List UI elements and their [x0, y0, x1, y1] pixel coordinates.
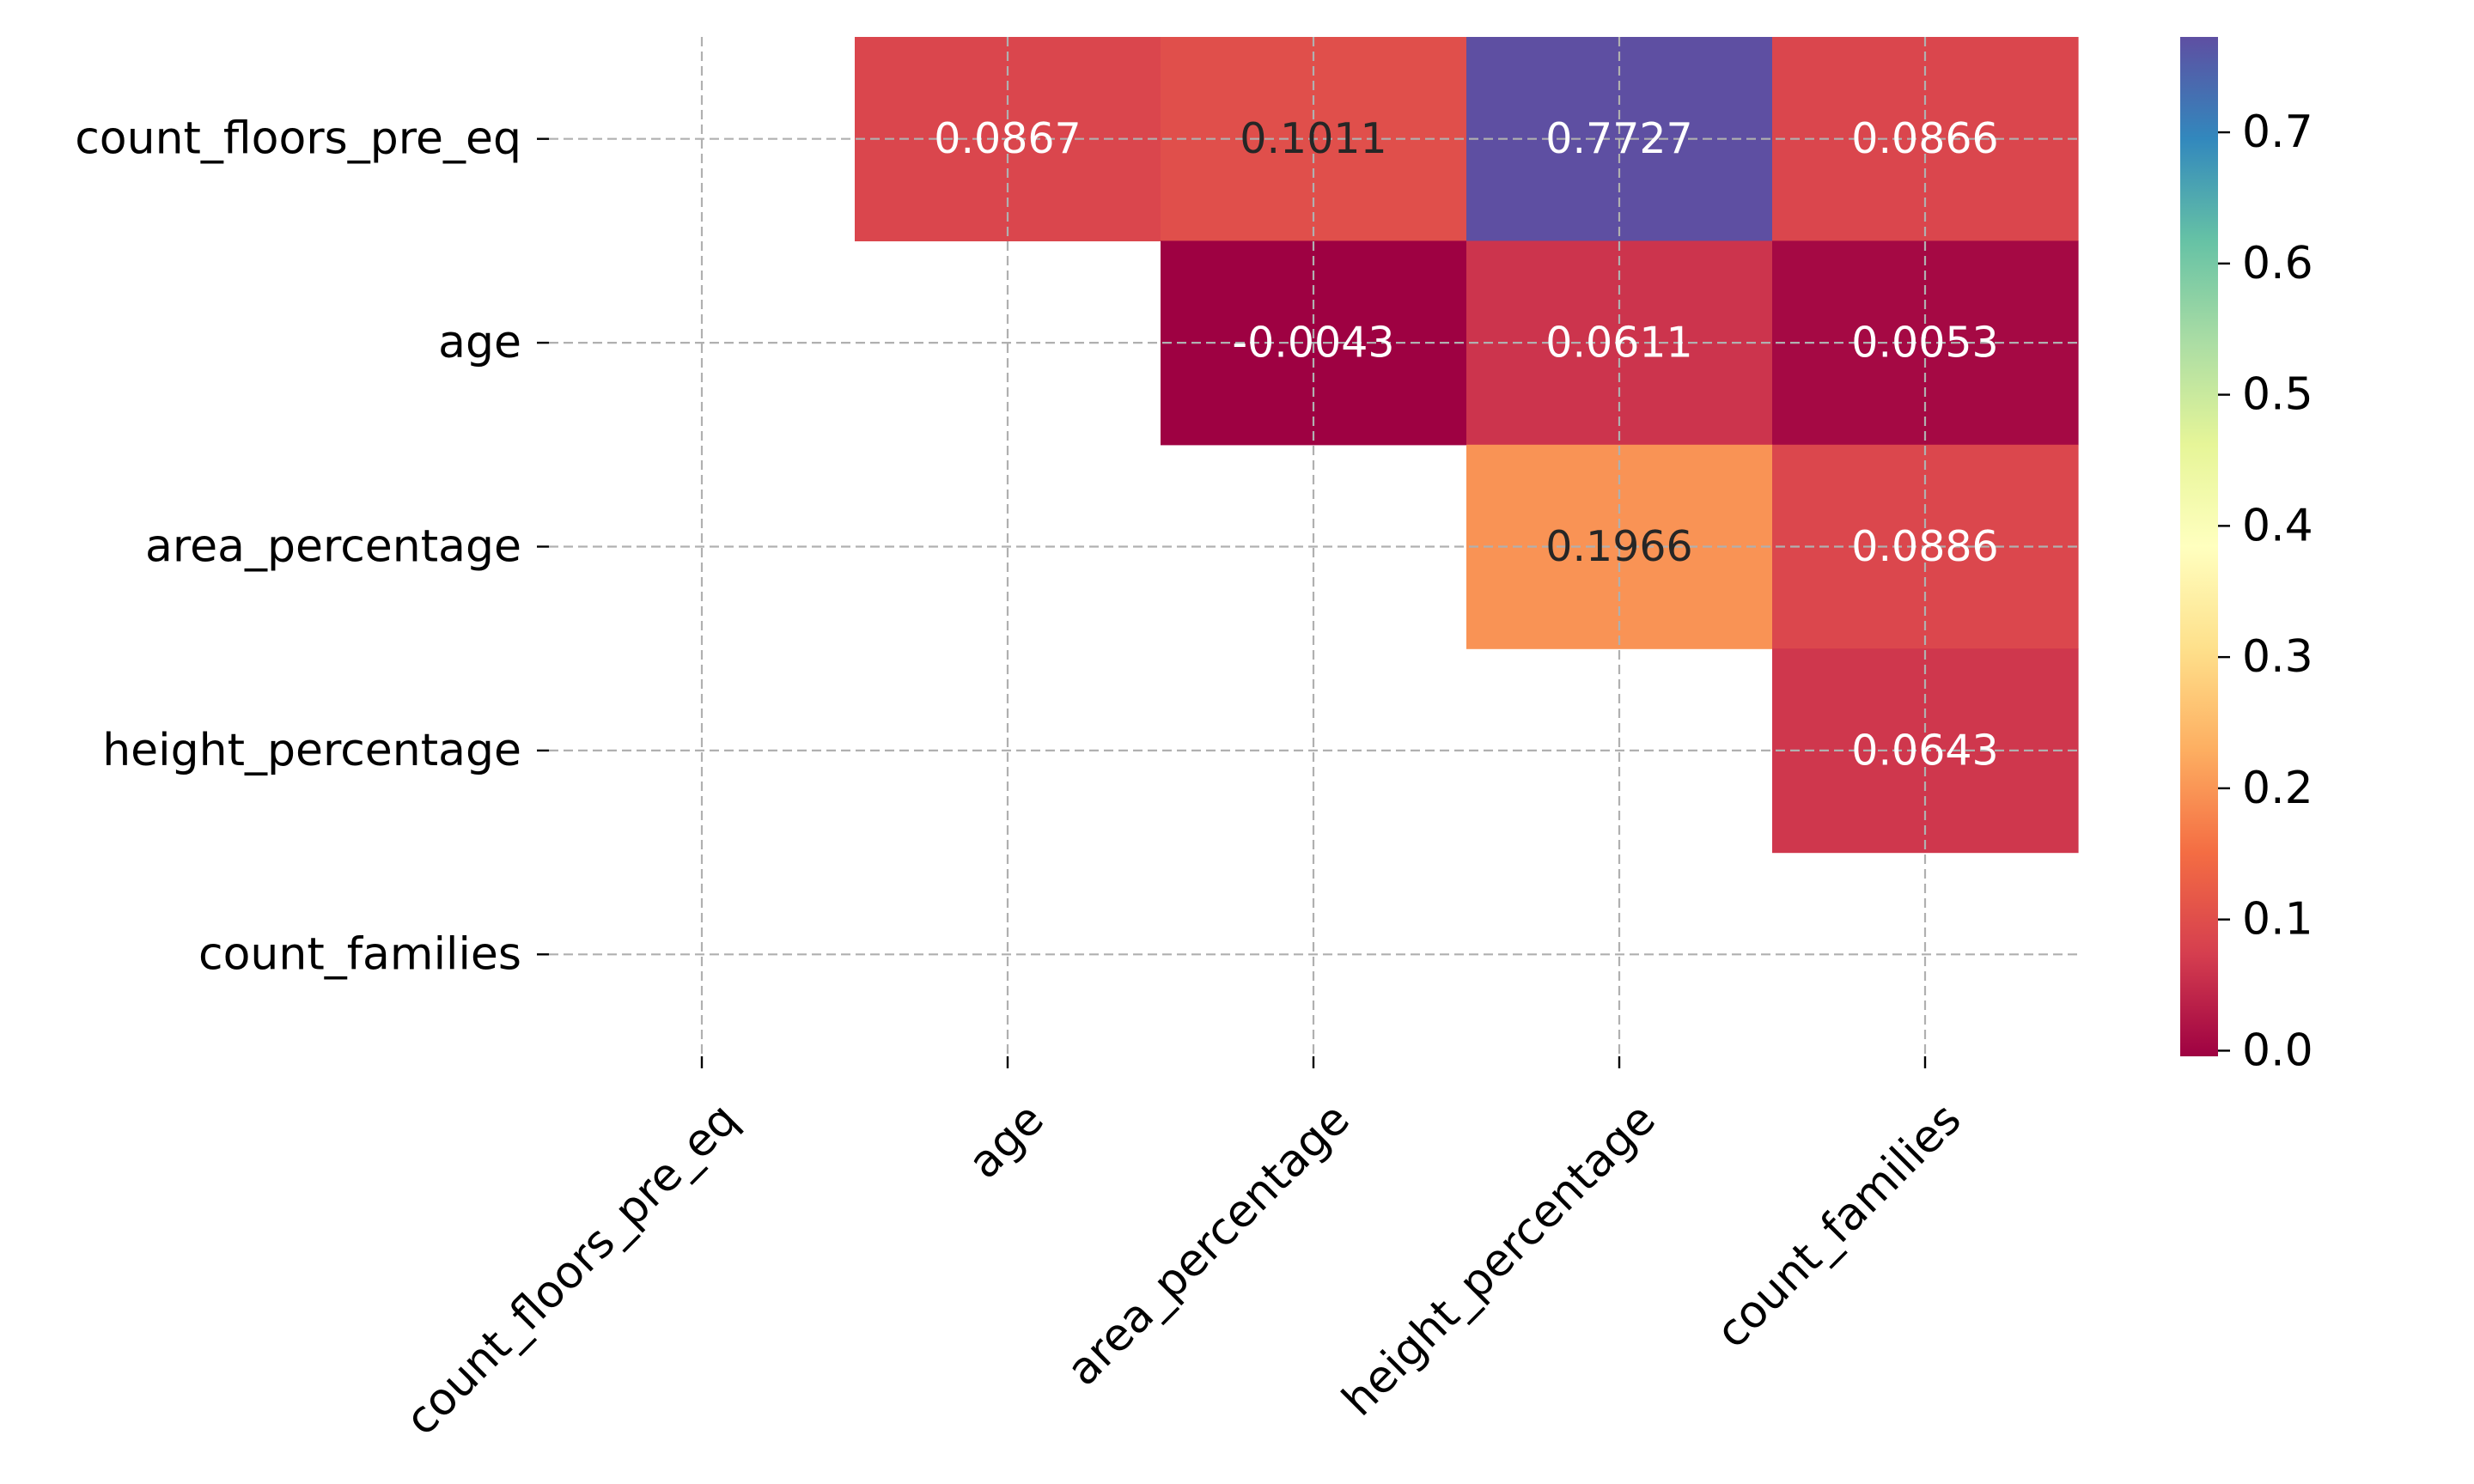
cell-value-label: 0.7727	[1545, 114, 1692, 163]
colorbar-tick-label: 0.4	[2242, 500, 2313, 551]
cell-value-label: 0.0867	[934, 114, 1081, 163]
x-tick-label: count_families	[1706, 1093, 1971, 1358]
cell-value-label: 0.0053	[1851, 319, 1998, 368]
cell-value-label: 0.0643	[1851, 726, 1998, 775]
y-tick-label: area_percentage	[145, 521, 521, 573]
colorbar-gradient	[2180, 37, 2218, 1056]
cell-value-label: 0.0886	[1851, 522, 1998, 571]
x-tick-label: area_percentage	[1057, 1093, 1360, 1396]
colorbar-tick-label: 0.3	[2242, 631, 2313, 683]
colorbar-tick-label: 0.7	[2242, 106, 2313, 158]
x-axis: count_floors_pre_eq age area_percentagehei…	[396, 1056, 1971, 1445]
y-tick-label: count_floors_pre_eq	[75, 113, 521, 165]
y-tick-label: height_percentage	[102, 725, 521, 776]
cell-annotations: 0.0867 0.1011 0.7727 0.0866 -0.0043 0.0611 0.0…	[934, 114, 1998, 775]
colorbar-tick-label: 0.5	[2242, 369, 2313, 421]
x-tick-label: count_floors_pre_eq	[396, 1093, 748, 1445]
colorbar-tick-label: 0.6	[2242, 238, 2313, 289]
cell-value-label: 0.0866	[1851, 114, 1998, 163]
grid-lines	[549, 37, 2078, 1056]
cell-value-label: 0.1966	[1545, 522, 1692, 571]
colorbar-tick-label: 0.2	[2242, 763, 2313, 814]
cell-value-label: 0.1011	[1240, 114, 1386, 163]
cell-value-label: 0.0611	[1545, 319, 1692, 368]
colorbar-tick-label: 0.1	[2242, 894, 2313, 946]
colorbar-tick-label: 0.0	[2242, 1025, 2313, 1076]
x-tick-label: height_percentage	[1332, 1093, 1665, 1426]
cell-value-label: -0.0043	[1232, 319, 1394, 368]
y-tick-label: age	[438, 317, 521, 368]
x-tick-label: age	[959, 1093, 1054, 1189]
y-tick-label: count_families	[198, 928, 521, 980]
colorbar: 0.0 0.1 0.2 0.3 0.4 0.5 0.6 0.7	[2180, 37, 2313, 1076]
colorbar-ticks: 0.0 0.1 0.2 0.3 0.4 0.5 0.6 0.7	[2218, 106, 2313, 1076]
